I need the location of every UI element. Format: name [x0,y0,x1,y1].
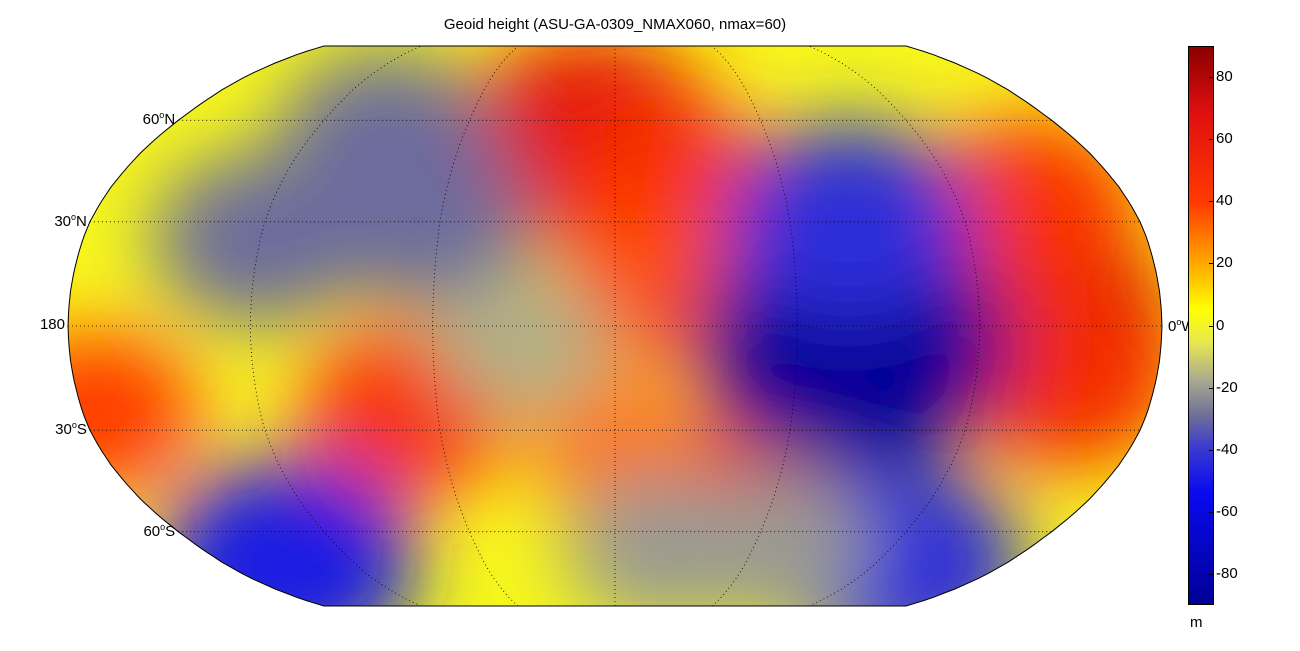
graticule [68,45,1162,607]
colorbar-tick-mark [1209,511,1214,513]
colorbar-tick-mark [1209,201,1214,203]
meridian-line [432,45,519,607]
equator-right-value: 0 [1168,318,1177,335]
colorbar-tick-mark [1209,449,1214,451]
geoid-anomalies [68,46,1162,606]
colorbar-unit: m [1190,614,1203,631]
colorbar-tick-label: -20 [1216,378,1238,396]
colorbar-tick-mark [1209,77,1214,79]
meridian-line [711,45,798,607]
latitude-label: 60oN [142,110,176,129]
colorbar-tick-label: 40 [1216,192,1233,210]
geoid-anomaly [953,288,1162,469]
colorbar-tick-label: -60 [1216,502,1238,520]
colorbar-tick-label: 20 [1216,254,1233,272]
latitude-label: 30oS [55,420,87,439]
geoid-anomaly [158,458,417,606]
geoid-anomaly [923,119,1138,290]
geoid-anomaly [724,122,973,321]
geoid-anomaly [565,470,757,606]
latitude-label: 180 [39,316,65,333]
latitude-label: 60oS [143,521,176,540]
geoid-anomaly [68,331,199,494]
colorbar-tick-mark [1209,325,1214,327]
colorbar-tick-mark [1209,573,1214,575]
map-title: Geoid height (ASU-GA-0309_NMAX060, nmax=… [443,16,787,33]
colorbar-tick-label: 60 [1216,130,1233,148]
colorbar-tick-mark [1209,139,1214,141]
colorbar-tick-mark [1209,263,1214,265]
geoid-anomaly [434,271,614,416]
latitude-label: 30oN [54,211,87,230]
colorbar-tick-label: -40 [1216,440,1238,458]
map-outline [67,45,1163,607]
colorbar-tick-label: -80 [1216,564,1238,582]
geoid-anomaly [153,153,368,325]
colorbar-tick-label: 0 [1216,316,1225,334]
colorbar-tick-label: 80 [1216,68,1233,86]
colorbar-tick-mark [1209,387,1214,389]
